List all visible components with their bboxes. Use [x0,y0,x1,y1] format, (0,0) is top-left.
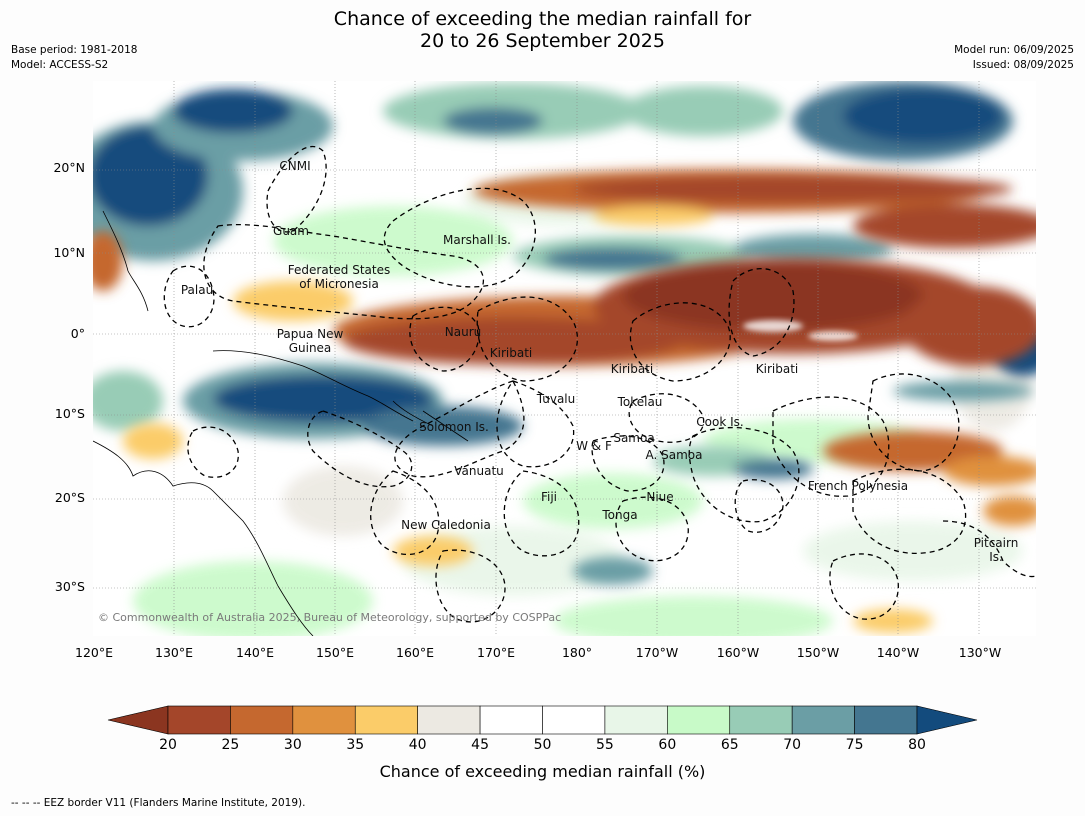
lat-label: 20°S [54,490,85,505]
place-label: Solomon Is. [419,420,489,434]
place-label: Niue [646,490,674,504]
lat-label: 20°N [53,160,85,175]
colorbar-segment [230,705,294,735]
place-label: Papua New Guinea [276,327,344,355]
place-label: CNMI [279,159,311,173]
title-line-2: 20 to 26 September 2025 [420,30,665,52]
eez-footnote: -- -- -- EEZ border V11 (Flanders Marine… [11,797,306,809]
place-label: Nauru [444,325,482,339]
place-label: Pitcairn Is. [973,536,1019,564]
place-label: Fiji [540,490,558,504]
colorbar-tick-label: 75 [845,737,864,753]
coastlines [93,210,469,636]
rainfall-map [93,81,1036,636]
model-name: Model: ACCESS-S2 [11,59,109,71]
colorbar-tick-label: 65 [720,737,739,753]
issued-date: Issued: 08/09/2025 [972,59,1074,71]
place-label: Federated States of Micronesia [287,263,391,291]
lon-label: 150°E [315,645,355,660]
lat-label: 30°S [54,579,85,594]
colorbar-segment [167,705,231,735]
colorbar-segment [542,705,606,735]
eez-borders [163,145,1036,623]
place-label: French Polynesia [807,479,909,493]
copyright-credit: © Commonwealth of Australia 2025, Bureau… [98,611,562,624]
place-label: Cook Is. [696,415,744,429]
colorbar-tick-label: 40 [408,737,427,753]
lon-label: 140°E [235,645,275,660]
place-label: Kiribati [755,362,799,376]
title-line-1: Chance of exceeding the median rainfall … [333,8,752,30]
place-label: Tokelau [617,395,663,409]
meta-right: Model run: 06/09/2025 Issued: 08/09/2025 [954,43,1074,73]
place-label: Vanuatu [454,464,504,478]
model-run: Model run: 06/09/2025 [954,44,1074,56]
lon-label: 130°W [958,645,1002,660]
colorbar-tick-label: 35 [346,737,365,753]
colorbar-segment [292,705,356,735]
lon-label: 160°W [716,645,760,660]
colorbar-tick-label: 60 [658,737,677,753]
place-label: New Caledonia [401,518,491,532]
lat-label: 10°N [53,245,85,260]
colorbar-segment [854,705,918,735]
colorbar-segment [667,705,731,735]
place-label: Tonga [602,508,638,522]
lon-label: 150°W [796,645,840,660]
lon-label: 160°E [395,645,435,660]
map-title: Chance of exceeding the median rainfall … [0,8,1085,52]
meta-left: Base period: 1981-2018 Model: ACCESS-S2 [11,43,137,73]
map-panel: © Commonwealth of Australia 2025, Bureau… [93,81,1036,636]
place-label: Tuvalu [536,392,576,406]
lon-label: 140°W [876,645,920,660]
base-period: Base period: 1981-2018 [11,44,138,56]
place-label: A. Samoa [645,448,703,462]
colorbar-tick-label: 20 [159,737,177,753]
lon-label: 180° [561,645,593,660]
colorbar-segment [354,705,418,735]
lon-label: 170°W [635,645,679,660]
lat-label: 0° [70,326,85,341]
place-label: Kiribati [610,362,654,376]
colorbar-tick-label: 70 [783,737,802,753]
place-label: Guam [273,224,309,238]
colorbar-tick-label: 55 [595,737,614,753]
colorbar-tick-label: 25 [221,737,240,753]
place-label: Palau [180,283,214,297]
colorbar-label: Chance of exceeding median rainfall (%) [379,762,706,781]
colorbar-tick-label: 50 [533,737,552,753]
lon-label: 130°E [154,645,194,660]
place-label: Samoa [613,431,655,445]
place-label: W & F [576,439,612,453]
lon-label: 170°E [476,645,516,660]
lat-label: 10°S [54,406,85,421]
colorbar-under-arrow [107,705,169,735]
colorbar-segment [604,705,668,735]
colorbar-segment [479,705,543,735]
colorbar-segment [417,705,481,735]
lon-label: 120°E [74,645,114,660]
colorbar-tick-label: 45 [471,737,489,753]
colorbar-segment [791,705,855,735]
colorbar-segment [729,705,793,735]
colorbar-tick-label: 30 [283,737,302,753]
place-label: Kiribati [489,346,533,360]
colorbar-tick-label: 80 [908,737,926,753]
place-label: Marshall Is. [443,233,511,247]
colorbar-over-arrow [916,705,978,735]
